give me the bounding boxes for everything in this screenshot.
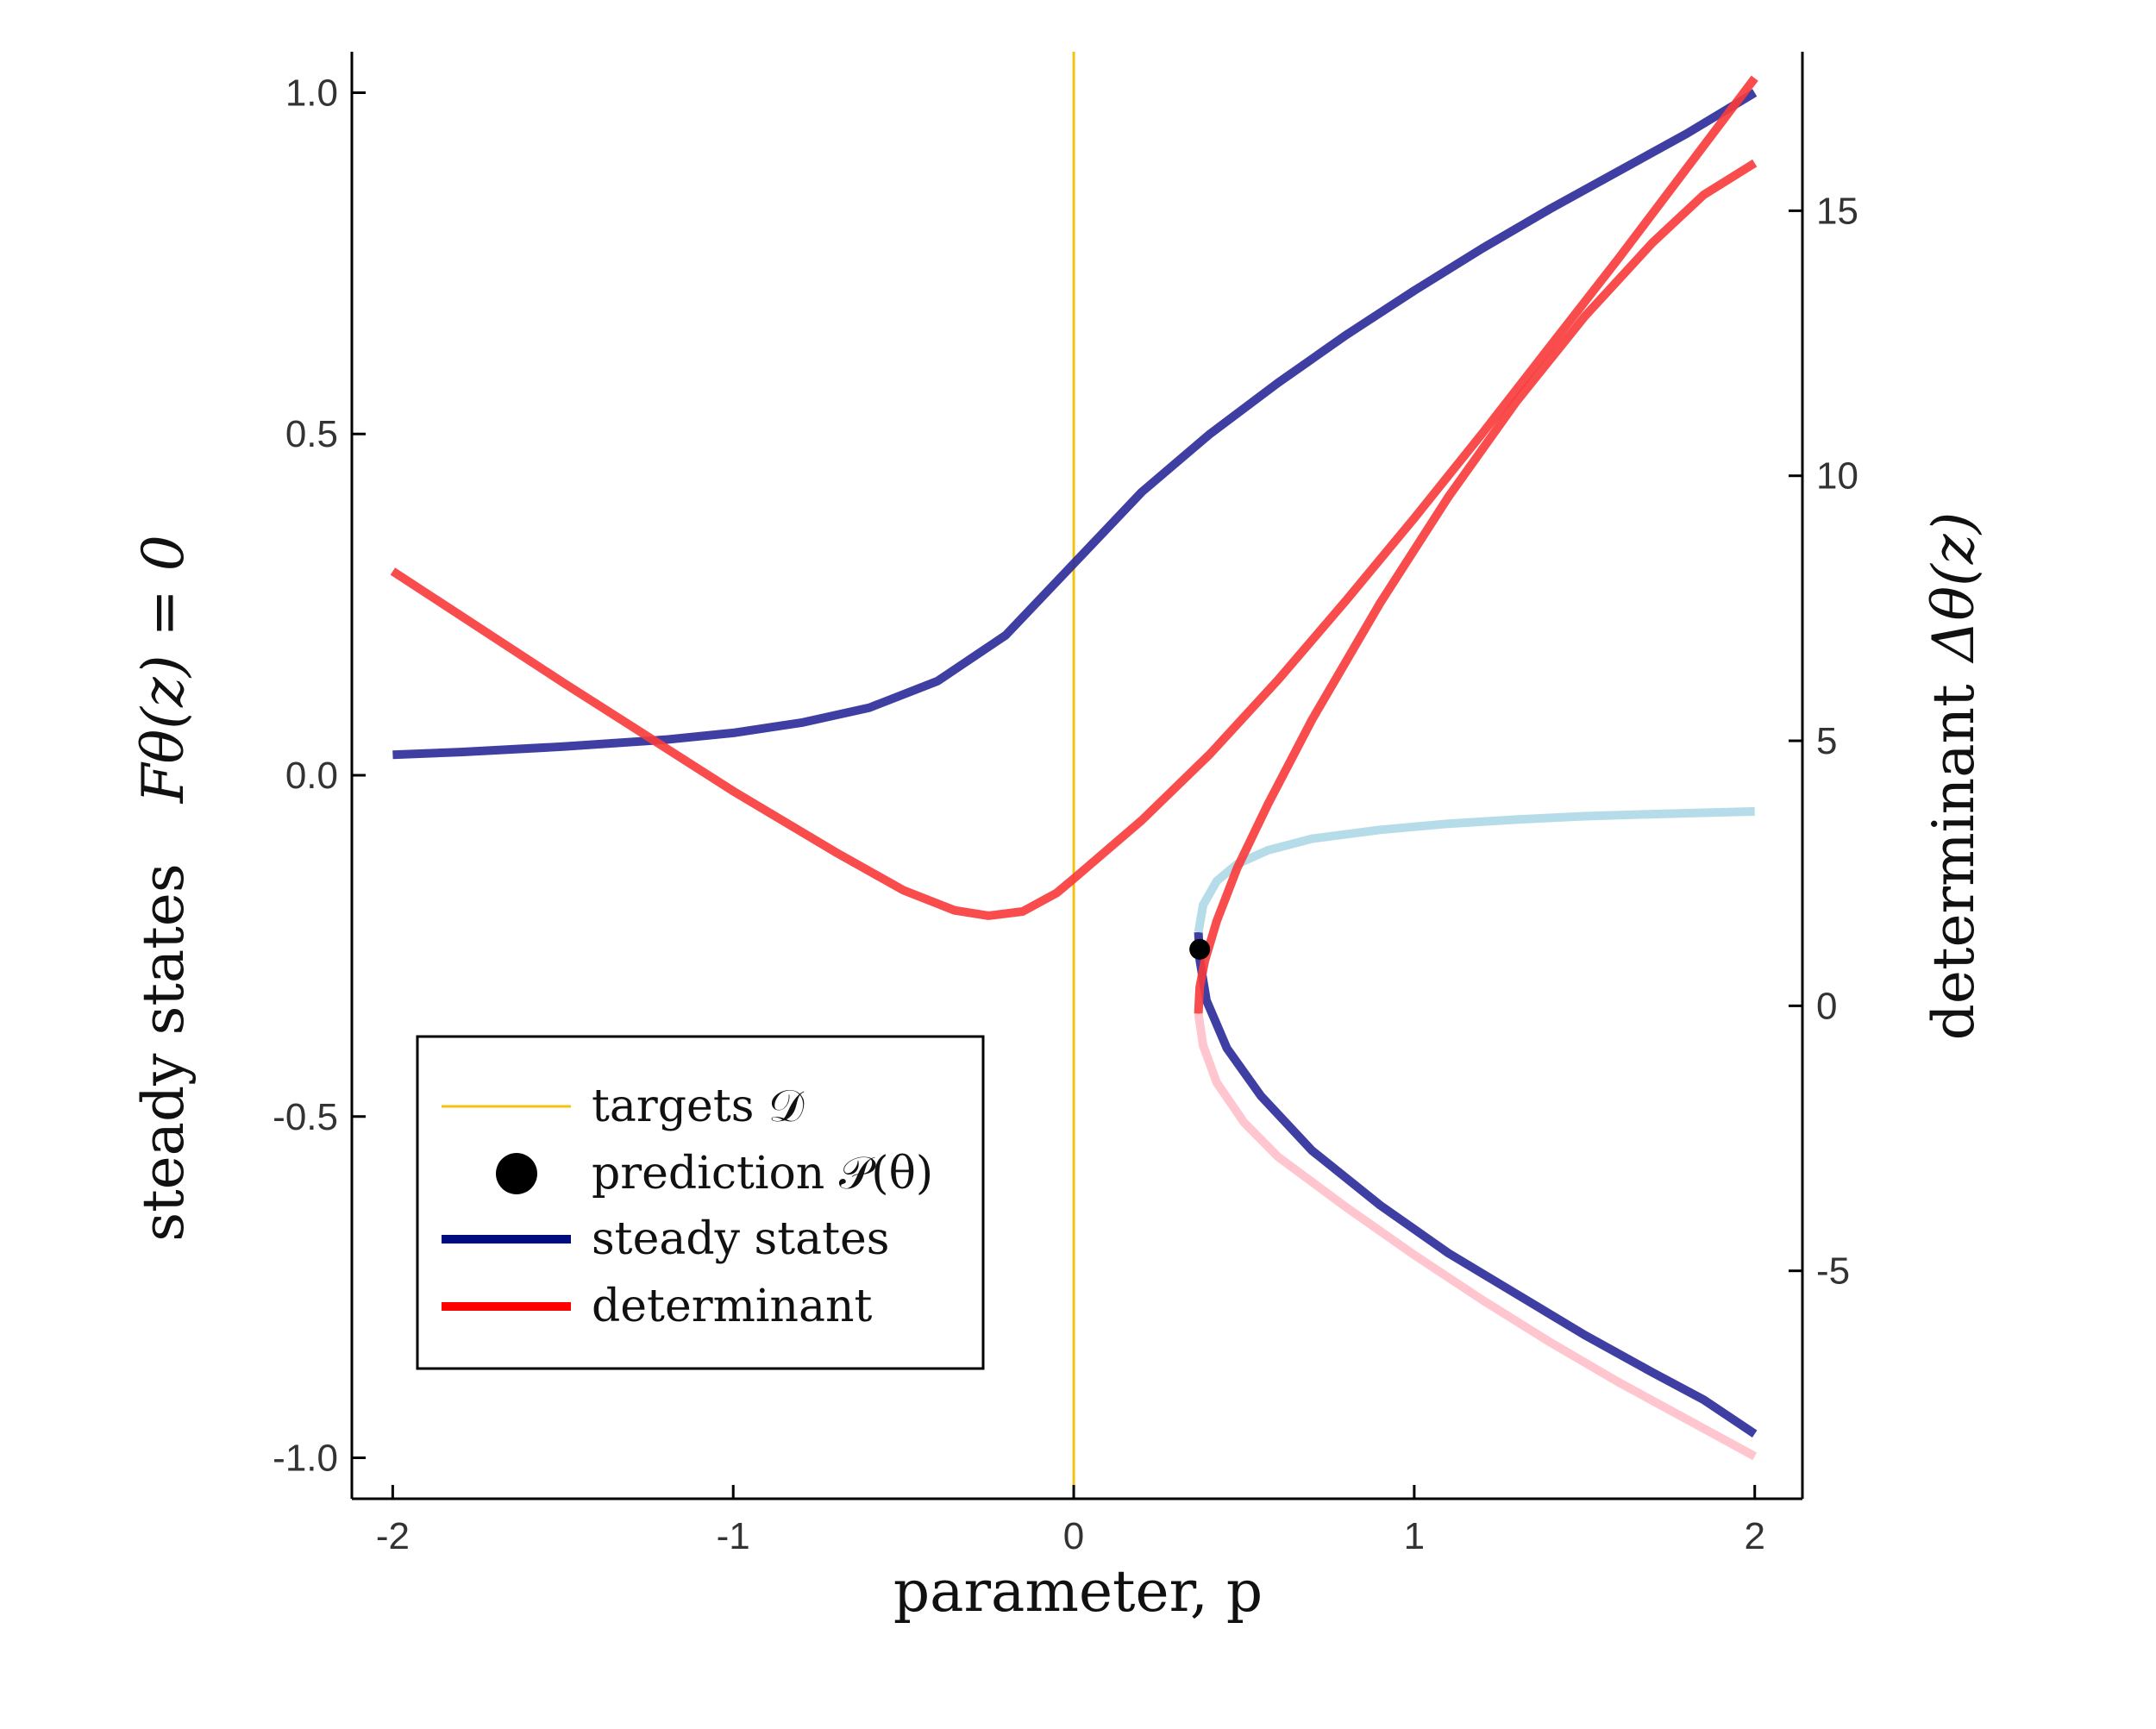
series-determinant-stable-lower-branch — [1194, 159, 1758, 1014]
y-left-tick-label: -0.5 — [273, 1096, 338, 1138]
series-determinant-unstable-branch — [1194, 1012, 1758, 1461]
y-axis-label-left: steady states Fθ(z) = 0 — [130, 535, 197, 1242]
y-right-tick-label: 0 — [1816, 985, 1837, 1027]
y-axis-label-right: determinant Δθ(z) — [1921, 512, 1987, 1041]
series-steady-states-stable-lower — [1194, 931, 1758, 1438]
series-steady-states-stable-upper — [392, 89, 1758, 760]
legend-label-prediction: prediction 𝒫(θ) — [592, 1148, 933, 1200]
y-left-tick-label: -1.0 — [273, 1438, 338, 1480]
x-tick-label: -1 — [717, 1515, 750, 1557]
x-tick-label: 1 — [1404, 1515, 1425, 1557]
tick-marks: -2 -1 0 1 2 1.0 0.5 0.0 -0.5 -1.0 15 10 5 0 -5 — [273, 72, 1858, 1557]
legend-label-determinant: determinant — [592, 1281, 873, 1332]
legend-label-steady-states: steady states — [592, 1213, 890, 1265]
legend: targets 𝒟 prediction 𝒫(θ) steady states … — [416, 1035, 985, 1370]
series-determinant-upper — [390, 75, 1758, 920]
legend-box — [416, 1035, 985, 1370]
y-left-label-math: Fθ(z) = 0 — [130, 535, 197, 804]
x-tick-label: -2 — [376, 1515, 410, 1557]
y-right-label-math: Δθ(z) — [1921, 512, 1987, 665]
y-left-tick-label: 0.5 — [285, 413, 338, 455]
x-axis-label: parameter, p — [893, 1558, 1263, 1625]
y-right-tick-label: 15 — [1816, 190, 1858, 232]
y-left-tick-label: 0.0 — [285, 755, 338, 797]
prediction-point — [1189, 938, 1211, 960]
series-steady-states-unstable — [1194, 806, 1755, 933]
x-tick-label: 2 — [1744, 1515, 1764, 1557]
y-right-tick-label: 5 — [1816, 720, 1837, 762]
axis-labels: parameter, p steady states Fθ(z) = 0 dete… — [130, 512, 1987, 1625]
x-tick-label: 0 — [1063, 1515, 1084, 1557]
y-right-label-plain: determinant — [1921, 684, 1987, 1040]
y-left-tick-label: 1.0 — [285, 72, 338, 114]
y-right-tick-label: -5 — [1816, 1250, 1850, 1293]
legend-label-targets: targets 𝒟 — [592, 1081, 805, 1132]
legend-swatch-prediction — [496, 1153, 537, 1194]
y-right-tick-label: 10 — [1816, 455, 1858, 498]
plot-area — [390, 52, 1758, 1499]
y-left-label-plain: steady states — [130, 863, 197, 1242]
